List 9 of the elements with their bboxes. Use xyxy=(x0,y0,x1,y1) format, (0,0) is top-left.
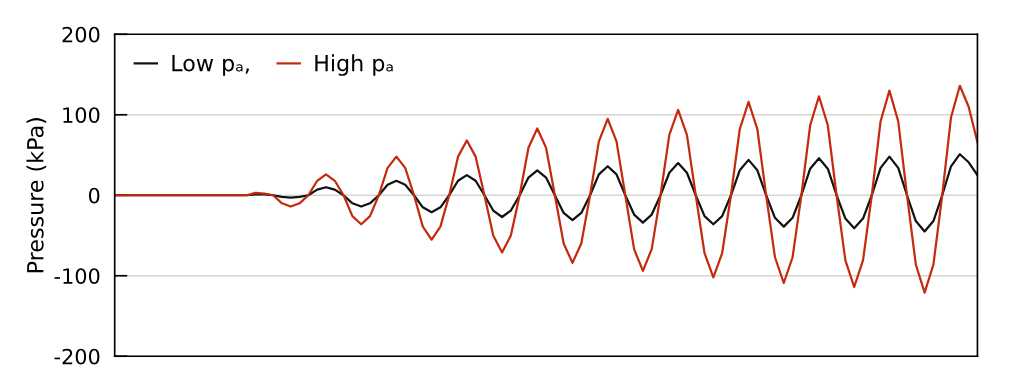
y-tick-label: 200 xyxy=(62,26,100,43)
y-tick-label: -100 xyxy=(54,268,100,284)
legend-label: High pₐ xyxy=(315,54,393,76)
y-tick-label: -200 xyxy=(54,348,100,365)
y-axis-title: Pressure (kPa) xyxy=(26,118,47,273)
y-tick-label: 100 xyxy=(63,107,100,123)
y-tick-label: 0 xyxy=(88,187,100,204)
legend-label: Low pₐ, xyxy=(172,54,249,76)
line-series xyxy=(114,84,978,294)
